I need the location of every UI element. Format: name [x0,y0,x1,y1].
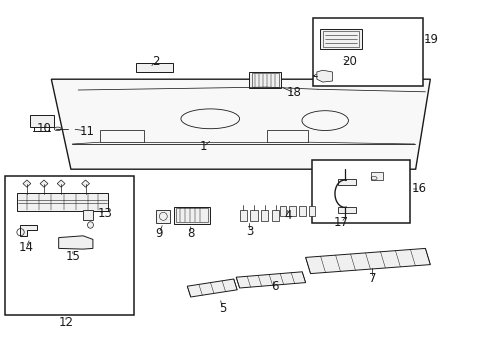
Polygon shape [81,180,89,187]
Bar [320,29,361,49]
Text: 18: 18 [286,86,301,99]
Bar [17,193,107,211]
Bar [251,73,278,87]
Polygon shape [51,79,429,169]
Bar [266,130,307,142]
Polygon shape [316,70,332,82]
Polygon shape [20,225,37,236]
Text: 3: 3 [245,225,253,238]
Polygon shape [40,180,48,187]
Bar [289,206,295,216]
Text: 7: 7 [368,272,376,285]
Bar [312,18,422,86]
Text: 20: 20 [342,55,356,68]
Bar [156,210,170,223]
Text: 13: 13 [98,207,112,220]
Text: 17: 17 [333,216,348,229]
Text: 11: 11 [80,125,94,138]
Text: 4: 4 [284,209,292,222]
Bar [338,179,355,185]
Bar [5,176,134,315]
Bar [299,206,305,216]
Text: 10: 10 [37,122,51,135]
Bar [100,130,144,142]
Polygon shape [23,180,31,187]
Bar [176,208,207,222]
Bar [370,172,382,180]
Bar [239,210,246,221]
Ellipse shape [87,222,93,228]
Text: 8: 8 [186,227,194,240]
Bar [322,31,359,47]
Bar [136,63,172,72]
Bar [311,160,409,223]
Polygon shape [305,248,429,274]
Text: 16: 16 [411,183,426,195]
Text: 9: 9 [155,227,163,240]
Ellipse shape [54,127,61,131]
Bar [173,207,210,224]
Text: 6: 6 [270,280,278,293]
Polygon shape [236,272,305,288]
Polygon shape [187,279,237,297]
Bar [250,210,257,221]
Bar [30,115,54,127]
Bar [83,210,93,220]
Bar [271,210,279,221]
Bar [249,72,281,88]
Bar [279,206,285,216]
Text: 2: 2 [151,55,159,68]
Text: 12: 12 [59,316,73,329]
Bar [308,206,315,216]
Polygon shape [57,180,65,187]
Text: 5: 5 [218,302,226,315]
Polygon shape [59,236,93,249]
Text: 15: 15 [66,250,81,263]
Bar [338,207,355,213]
Text: 1: 1 [199,140,206,153]
Text: 19: 19 [423,33,438,46]
Text: 14: 14 [19,241,33,254]
Bar [261,210,268,221]
